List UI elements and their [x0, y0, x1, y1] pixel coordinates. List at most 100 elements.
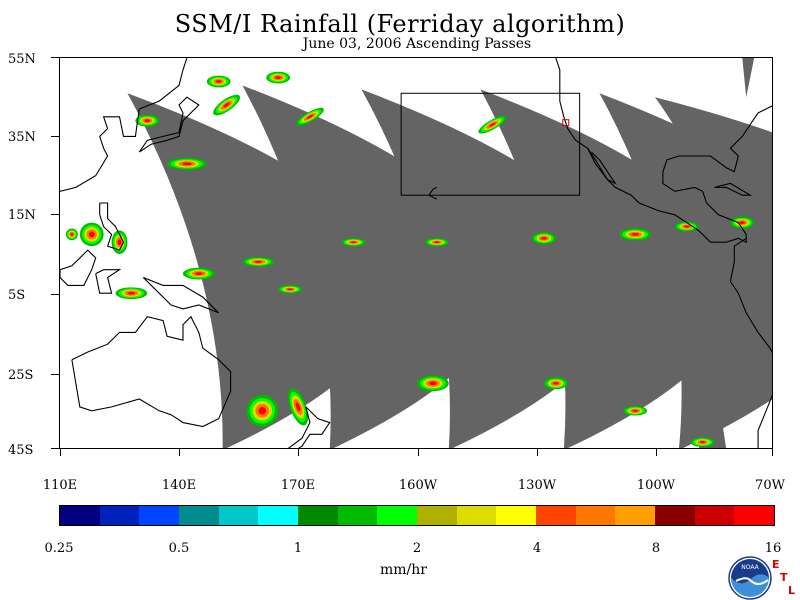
colorbar-swatch: [139, 506, 180, 525]
no-data-swath: [698, 371, 727, 448]
coastline: [757, 394, 772, 448]
colorbar-swatch: [734, 506, 775, 525]
no-data-swath: [127, 93, 394, 448]
rain-patch: [117, 239, 122, 246]
colorbar-units: mm/hr: [380, 562, 427, 578]
rain-patch: [683, 225, 690, 228]
colorbar-swatch: [496, 506, 537, 525]
map-canvas: [60, 58, 772, 448]
lat-tick: [51, 136, 59, 137]
rainfall-colorbar: [59, 505, 775, 526]
coastline: [95, 269, 122, 294]
lat-label-5s: 5S: [8, 288, 26, 303]
lon-label-100w: 100W: [636, 478, 676, 493]
colorbar-swatch: [60, 506, 100, 525]
colorbar-tick-label: 4: [532, 541, 542, 556]
rain-patch: [195, 272, 203, 276]
lon-tick: [537, 449, 538, 456]
rain-patch: [552, 381, 559, 385]
rain-patch: [215, 80, 222, 83]
colorbar-swatch: [575, 506, 616, 525]
coastline: [71, 315, 232, 428]
rain-patch: [254, 260, 263, 263]
lon-label-140e: 140E: [161, 478, 197, 493]
colorbar-swatch: [377, 506, 418, 525]
rain-patch: [631, 232, 639, 236]
colorbar-swatch: [298, 506, 338, 525]
colorbar-tick-label: 0.25: [44, 541, 74, 556]
no-data-swath: [706, 156, 772, 325]
colorbar-swatch: [417, 506, 457, 525]
no-data-swath: [242, 85, 504, 448]
lon-label-160w: 160W: [398, 478, 438, 493]
no-data-swath: [361, 89, 622, 448]
rain-patches: [65, 71, 755, 447]
colorbar-swatch: [218, 506, 259, 525]
location-marker: [562, 119, 570, 127]
lon-label-110e: 110E: [42, 478, 78, 493]
lon-tick: [656, 449, 657, 456]
lat-label-15n: 15N: [8, 208, 36, 223]
lat-tick: [51, 294, 59, 295]
coastline: [587, 147, 617, 185]
noaa-logo-text: NOAA: [741, 564, 759, 571]
lat-tick: [51, 374, 59, 375]
rain-patch: [223, 102, 230, 108]
lon-tick: [772, 449, 773, 456]
colorbar-tick-label: 16: [764, 541, 782, 556]
coastlines: [60, 58, 772, 448]
lon-label-170e: 170E: [280, 478, 316, 493]
colorbar-tick-label: 1: [293, 541, 303, 556]
rain-patch: [295, 402, 301, 412]
rain-patch: [632, 409, 639, 412]
lat-label-55n: 55N: [8, 52, 36, 67]
no-data-swath: [742, 58, 755, 98]
lat-label-25s: 25S: [8, 368, 34, 383]
colorbar-swatch: [258, 506, 299, 525]
lon-tick: [179, 449, 180, 456]
lon-label-70w: 70W: [755, 478, 785, 493]
etl-letter: T: [780, 571, 788, 584]
rain-patch: [699, 441, 706, 444]
rain-patch: [70, 232, 74, 236]
rain-patch: [429, 381, 437, 386]
rain-patch: [306, 114, 314, 119]
rain-patch: [489, 122, 496, 127]
rain-patch: [258, 407, 267, 415]
rain-patch: [275, 76, 282, 80]
lon-tick: [418, 449, 419, 456]
rain-patch: [541, 236, 547, 240]
rain-patch: [127, 291, 136, 295]
lat-tick: [51, 57, 59, 58]
colorbar-swatch: [456, 506, 497, 525]
colorbar-tick-label: 2: [412, 541, 422, 556]
map-subtitle: June 03, 2006 Ascending Passes: [302, 36, 532, 52]
no-data-swath: [655, 97, 772, 333]
etl-letter: L: [788, 584, 796, 597]
rain-patch: [88, 231, 95, 238]
coastline: [60, 249, 97, 286]
rain-patch: [739, 221, 746, 225]
lat-label-45s: 45S: [8, 443, 34, 458]
coastline: [60, 58, 188, 192]
coastline: [138, 96, 200, 153]
map-title: SSM/I Rainfall (Ferriday algorithm): [174, 10, 626, 38]
lon-tick: [60, 449, 61, 456]
colorbar-tick-label: 8: [651, 541, 661, 556]
rainfall-map: [59, 57, 773, 449]
coastline: [714, 182, 753, 196]
colorbar-swatch: [655, 506, 695, 525]
noaa-logo-icon: NOAA: [728, 556, 772, 600]
lat-tick: [51, 214, 59, 215]
coastline: [428, 186, 438, 200]
lon-label-130w: 130W: [517, 478, 557, 493]
coastline: [287, 406, 331, 448]
etl-logo: E T L: [770, 558, 800, 598]
coastline: [729, 237, 772, 354]
inset-box: [400, 92, 581, 196]
etl-letter: E: [772, 558, 780, 571]
no-data-swath: [480, 89, 739, 448]
rain-patch: [182, 162, 192, 166]
coastline: [99, 202, 125, 251]
coastline: [142, 276, 220, 314]
